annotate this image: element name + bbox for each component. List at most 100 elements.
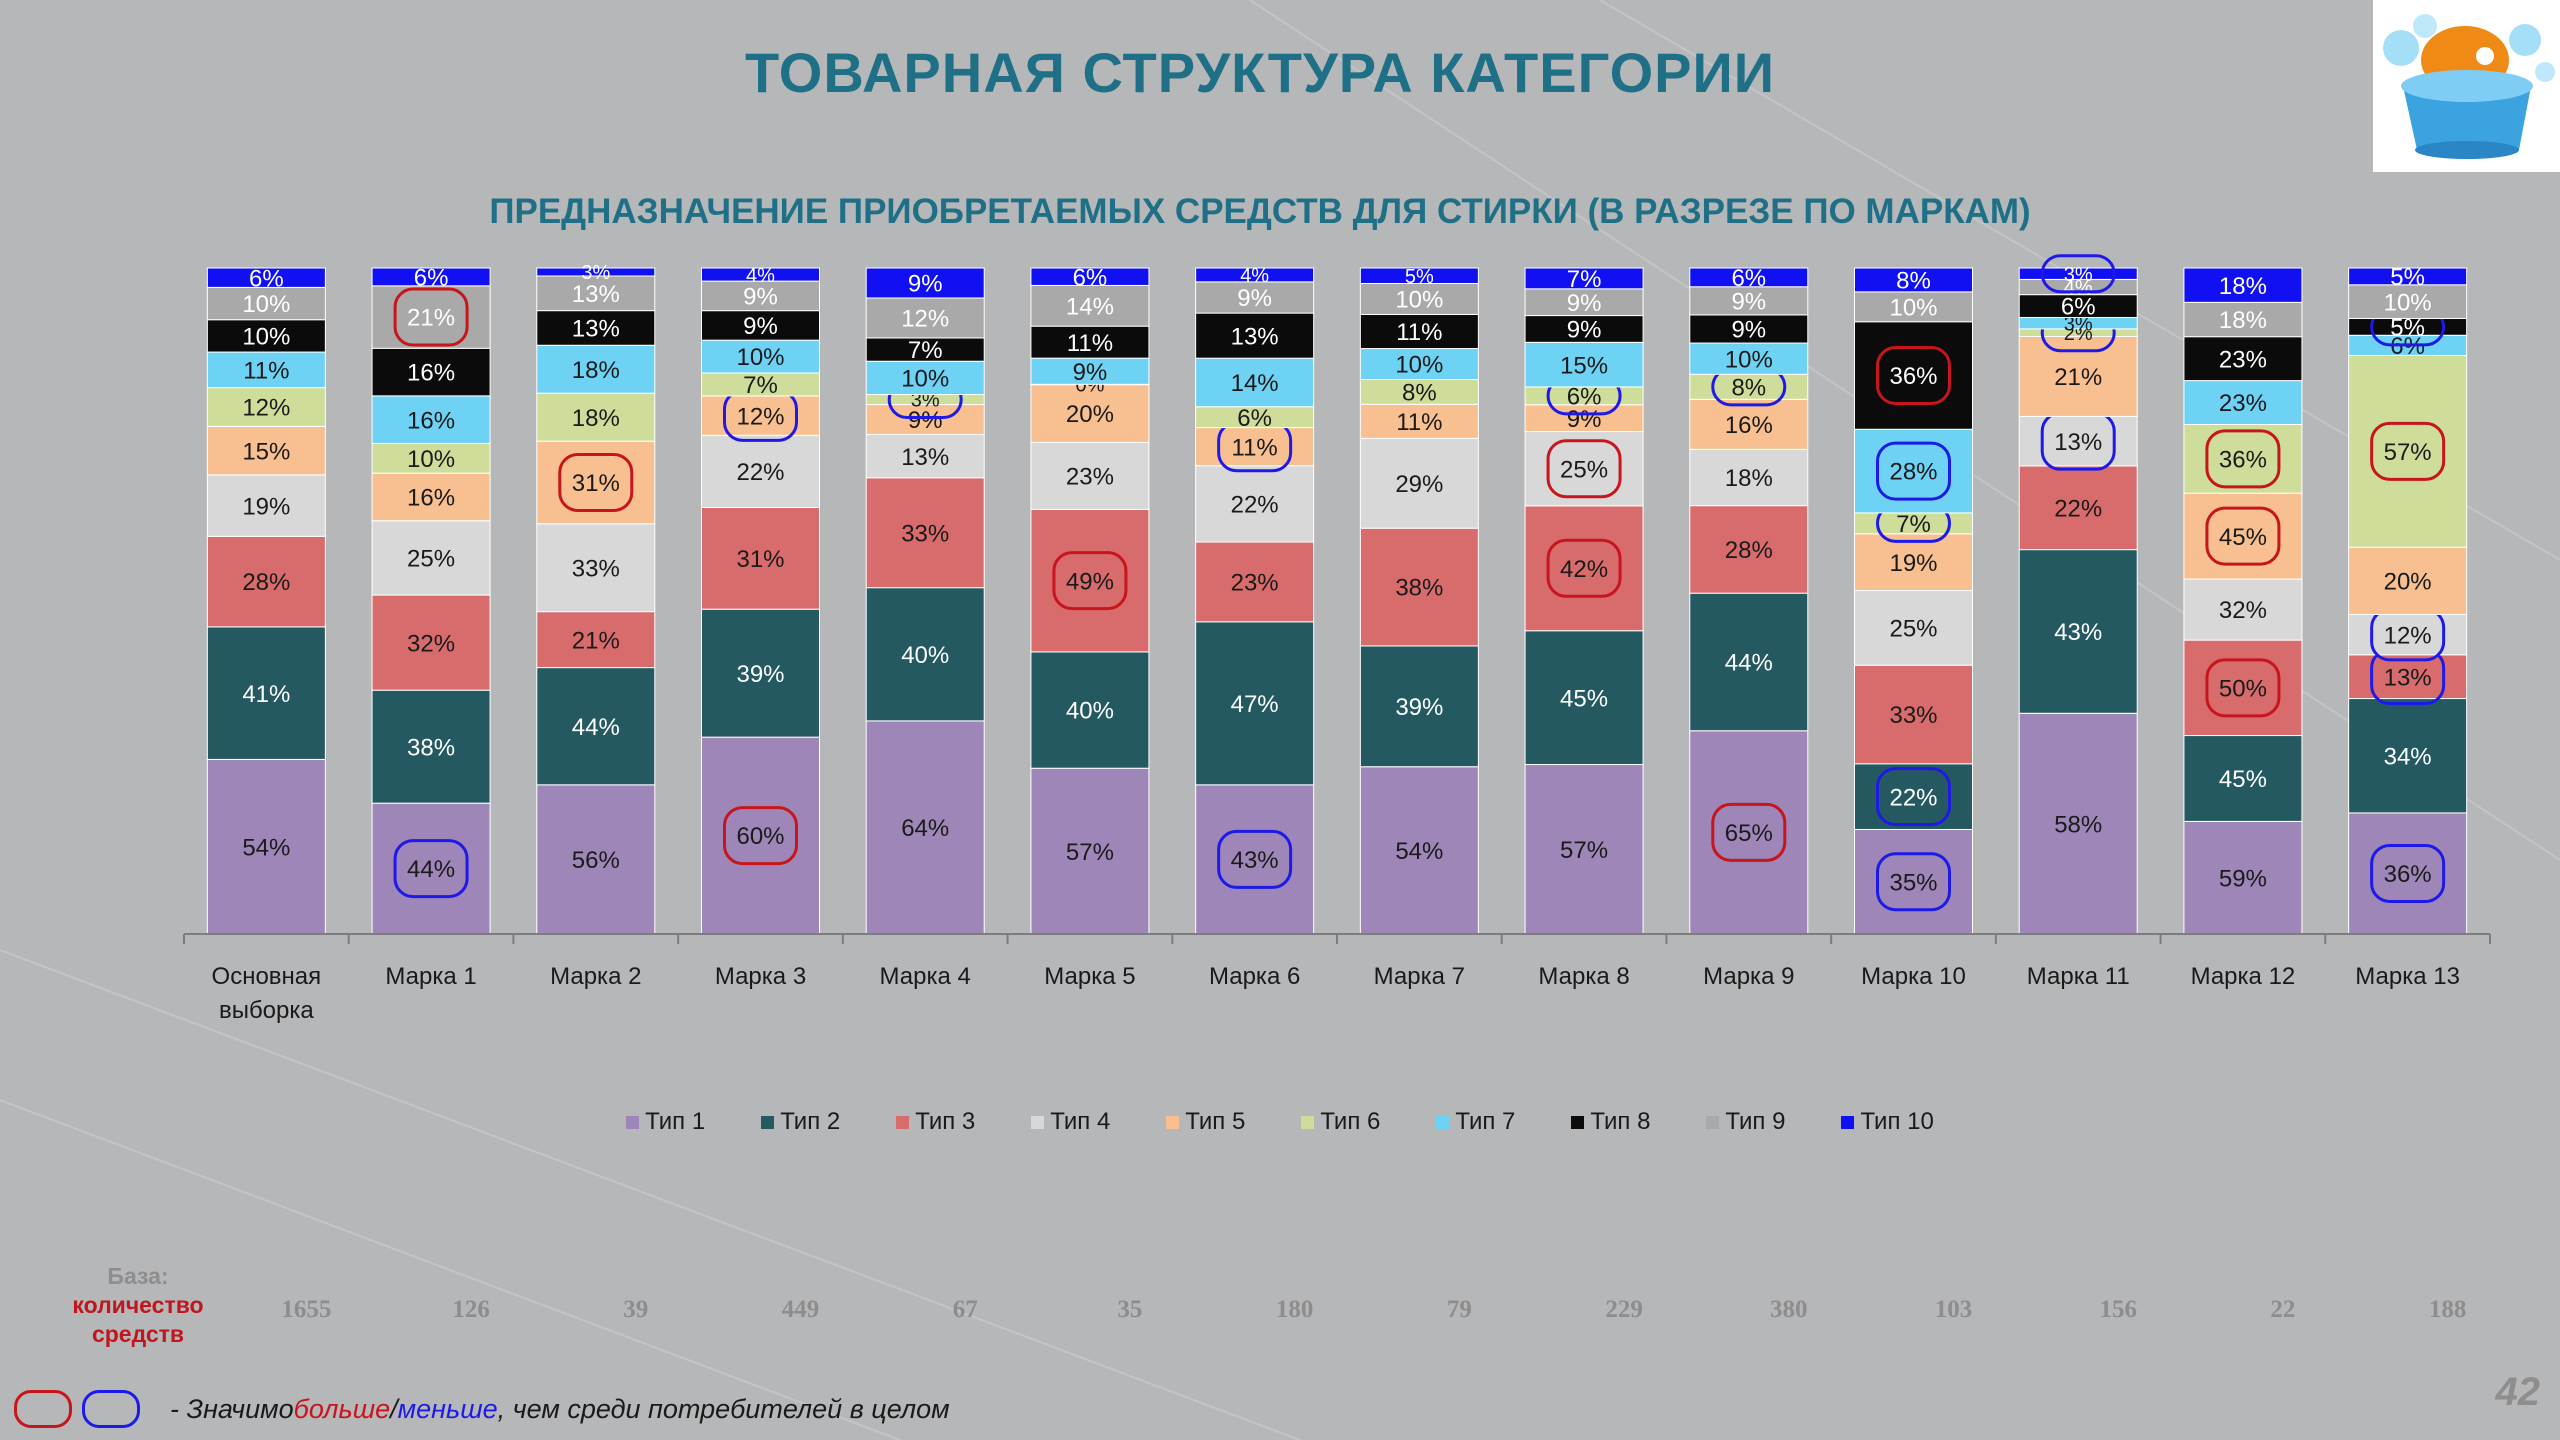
bar-segment [1689, 373, 1809, 400]
legend-label: Тип 8 [1590, 1108, 1651, 1135]
base-value: 67 [952, 1296, 978, 1323]
data-label: 18% [572, 405, 620, 432]
data-label: 10% [2384, 289, 2432, 316]
base-value: 380 [1770, 1296, 1808, 1323]
footnote-separator: / [390, 1393, 398, 1424]
data-label: 13% [901, 444, 949, 471]
category-tick-label: Марка 1 [385, 963, 476, 990]
data-label: 32% [2219, 597, 2267, 624]
bar-segment [1689, 267, 1809, 288]
data-label: 13% [572, 316, 620, 343]
data-label: 9% [1567, 290, 1602, 317]
data-label: 6% [2390, 333, 2425, 360]
bar-segment [701, 267, 820, 282]
data-label: 41% [242, 681, 290, 708]
data-label: 60% [736, 823, 784, 850]
data-label: 28% [1889, 459, 1937, 486]
data-label: 10% [1395, 287, 1443, 314]
data-label: 6% [1567, 383, 1602, 410]
legend-label: Тип 5 [1185, 1108, 1246, 1135]
data-label: 45% [2219, 766, 2267, 793]
legend-item: Тип 10 [1841, 1108, 1934, 1136]
significance-more-oval [2205, 429, 2281, 489]
base-value: 449 [781, 1296, 820, 1323]
bar-segment [865, 297, 985, 339]
bar-segment [1359, 645, 1479, 768]
legend-label: Тип 10 [1860, 1108, 1934, 1135]
data-label: 4% [746, 265, 775, 287]
chart-subtitle: ПРЕДНАЗНАЧЕНИЕ ПРИОБРЕТАЕМЫХ СРЕДСТВ ДЛЯ… [489, 192, 2031, 231]
data-label: 42% [1560, 556, 1608, 583]
data-label: 10% [901, 366, 949, 393]
data-label: 22% [1231, 492, 1279, 519]
legend-item: Тип 9 [1706, 1108, 1785, 1136]
bar-segment [536, 523, 656, 613]
bar-segment [1689, 398, 1809, 450]
bar-segment [1689, 730, 1809, 935]
data-label: 22% [1889, 784, 1937, 811]
data-label: 18% [1725, 465, 1773, 492]
footnote-less: меньше [397, 1393, 498, 1424]
legend-swatch [1031, 1115, 1045, 1129]
data-label: 40% [901, 642, 949, 669]
data-label: 14% [1066, 293, 1114, 320]
bar-segment [2348, 284, 2468, 319]
bar-segment [865, 404, 985, 435]
bar-segment [1359, 437, 1479, 529]
category-tick-label: Марка 11 [2027, 963, 2130, 990]
bar-segment [1030, 267, 1150, 286]
legend-swatch [1841, 1115, 1855, 1129]
data-label: 23% [2219, 390, 2267, 417]
significance-more-oval [2205, 506, 2281, 566]
legend-item: Тип 6 [1301, 1108, 1380, 1136]
bar-segment [1195, 427, 1315, 467]
bar-segment [1524, 764, 1644, 935]
data-label: 28% [242, 569, 290, 596]
data-label: 49% [1066, 568, 1114, 595]
base-value: 229 [1605, 1296, 1643, 1323]
data-label: 33% [901, 520, 949, 547]
bar-segment [206, 387, 326, 427]
bar-segment [865, 267, 985, 299]
data-label: 12% [2384, 622, 2432, 649]
bar-segment [371, 520, 491, 596]
significance-more-oval-icon [14, 1390, 72, 1428]
data-label: 19% [242, 493, 290, 520]
significance-less-oval [1876, 852, 1951, 912]
bar-segment [2183, 267, 2303, 303]
bar-segment [1689, 505, 1809, 594]
data-label: 39% [1395, 694, 1443, 721]
data-label: 13% [1231, 323, 1279, 350]
data-label: 9% [743, 284, 778, 311]
data-label: 16% [407, 485, 455, 512]
significance-more-oval [1711, 802, 1787, 862]
data-label: 12% [901, 306, 949, 333]
bar-segment [206, 267, 326, 288]
base-label-title: База: [107, 1263, 169, 1289]
data-label: 9% [1567, 317, 1602, 344]
bar-segment [1524, 267, 1644, 290]
data-label: 14% [1231, 370, 1279, 397]
legend-item: Тип 5 [1166, 1108, 1245, 1136]
bar-segment [1524, 431, 1644, 507]
bar-segment [1854, 291, 1973, 323]
data-label: 8% [1731, 374, 1766, 401]
data-label: 47% [1231, 691, 1279, 718]
significance-less-oval-icon [82, 1390, 140, 1428]
category-tick-label: Основная [212, 963, 322, 990]
base-label-subtitle: количество средств [72, 1292, 204, 1347]
legend-item: Тип 1 [626, 1108, 705, 1136]
data-label: 38% [407, 734, 455, 761]
significance-less-oval [2370, 843, 2446, 903]
data-label: 7% [743, 372, 778, 399]
base-label: База: количество средств [48, 1262, 228, 1349]
bar-segment [1359, 267, 1479, 284]
bar-segment [206, 758, 326, 935]
base-value: 39 [623, 1296, 649, 1323]
data-label: 25% [407, 546, 455, 573]
bar-segment [2183, 423, 2303, 494]
legend-swatch [626, 1115, 640, 1129]
data-label: 13% [2384, 664, 2432, 691]
data-label: 22% [2054, 495, 2102, 522]
data-label: 54% [1395, 838, 1443, 865]
